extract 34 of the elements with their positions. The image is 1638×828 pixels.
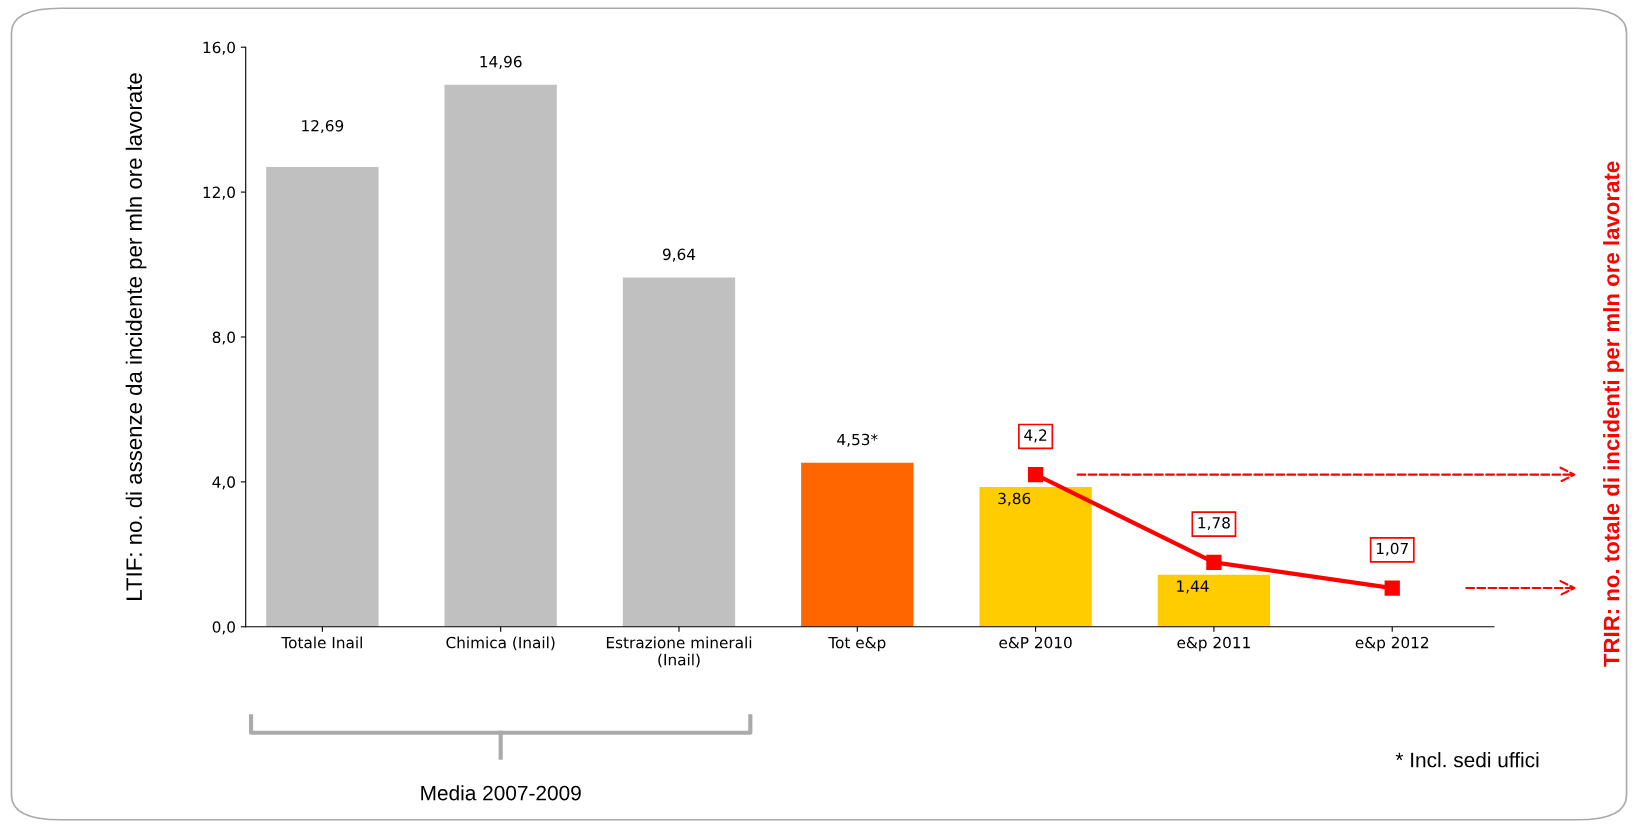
data-label: 1,07 [1376, 542, 1408, 556]
data-label: 14,96 [480, 55, 522, 69]
y-axis-title: LTIF: no. di assenze da incidente per mln ore lavorate [125, 73, 147, 600]
y-tick-label: 0,0 [212, 621, 235, 635]
bar [622, 277, 736, 627]
x-tick-label: e&P 2010 [999, 636, 1072, 649]
x-tick-label: e&p 2011 [1177, 636, 1250, 652]
data-label: 4,2 [1024, 429, 1047, 443]
point [1206, 554, 1222, 570]
x-tick-label: Chimica (Inail) [446, 636, 555, 651]
text: * Incl. sedi uffici [1395, 752, 1539, 768]
y-tick-label: 8,0 [212, 331, 235, 345]
bar [801, 462, 914, 627]
y-tick-label: 16,0 [203, 41, 235, 55]
bar [266, 167, 379, 627]
data-label: 12,69 [302, 119, 344, 134]
bar [1157, 574, 1271, 627]
bar [979, 486, 1092, 627]
x-tick-label: Estrazione minerali (Inail) [606, 636, 752, 668]
data-label: 1,78 [1198, 517, 1230, 531]
bar [444, 84, 557, 627]
y-tick-label: 4,0 [212, 476, 235, 490]
x-tick-label: e&p 2012 [1355, 636, 1429, 652]
x-tick-label: Tot e&p [828, 636, 886, 652]
data-label: 1,44 [1177, 580, 1209, 594]
point [1027, 467, 1044, 483]
point [1384, 580, 1400, 596]
x-tick-label: Totale Inail [281, 636, 362, 649]
y2-axis-title: TRIR: no. totale di incidenti per mln ore lavorate [1603, 161, 1624, 667]
data-label: 3,86 [998, 492, 1031, 506]
data-label: 4,53* [837, 433, 878, 447]
y-tick-label: 12,0 [203, 186, 235, 200]
text: Media 2007-2009 [421, 785, 581, 801]
data-label: 9,64 [662, 248, 696, 262]
